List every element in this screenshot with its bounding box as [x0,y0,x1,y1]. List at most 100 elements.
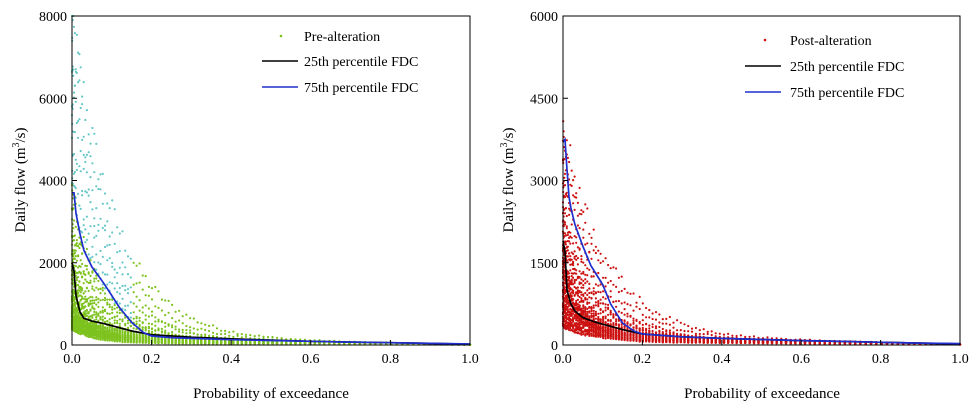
left-scatter-point [75,239,78,242]
left-scatter-point [99,249,102,252]
left-scatter-point [85,109,88,112]
left-scatter-point [144,294,147,297]
left-scatter-point [228,334,231,337]
left-scatter-point [82,81,85,84]
left-scatter-point [81,231,84,234]
left-scatter-point [81,103,84,106]
left-scatter-point [97,312,100,315]
left-scatter-point [93,280,96,283]
left-scatter-point [101,289,104,292]
left-scatter-point [124,289,127,292]
left-scatter-point [95,328,98,331]
left-scatter-point [103,299,107,302]
left-scatter-point [85,308,88,312]
left-scatter-point [111,308,114,311]
left-scatter-point [111,261,114,265]
left-scatter-point [232,330,235,333]
left-scatter-point [129,301,132,304]
left-scatter-point [97,279,100,283]
left-scatter-point [91,296,94,299]
left-scatter-point [77,120,80,123]
left-scatter-point [79,317,82,320]
left-scatter-point [87,188,90,191]
left-scatter-point [103,229,107,232]
left-scatter-point [164,321,167,325]
left-scatter-point [72,252,75,255]
left-scatter-point [89,259,92,262]
left-scatter-point [101,298,104,301]
left-scatter-point [99,263,102,266]
left-scatter-point [160,331,163,334]
left-scatter-point [82,135,85,138]
left-scatter-point [144,329,147,332]
left-scatter-point [116,321,119,325]
left-scatter-point [132,302,135,305]
left-scatter-point [132,261,135,264]
left-scatter-point [73,131,76,134]
left-scatter-point [215,335,219,338]
left-scatter-point [132,291,135,294]
left-scatter-point [164,299,167,302]
left-scatter-point [78,204,81,207]
left-scatter-point [93,313,96,316]
left-scatter-point [157,290,160,293]
left-scatter-point [232,335,235,338]
left-scatter-point [174,325,177,328]
left-scatter-point [135,295,138,298]
left-scatter-point [87,194,90,197]
left-scatter-point [124,324,127,327]
left-scatter-point [89,257,92,260]
left-scatter-point [103,245,107,249]
left-scatter-point [74,255,77,258]
left-scatter-point [138,262,141,265]
left-scatter-point [111,306,114,309]
left-scatter-point [108,318,111,321]
left-scatter-point [138,333,141,336]
left-scatter-point [106,327,109,330]
left-scatter-point [144,304,147,307]
left-scatter-point [93,217,96,220]
left-scatter-point [84,241,87,244]
left-scatter-point [72,227,75,230]
left-scatter-point [215,332,219,336]
left-scatter-point [236,333,239,336]
left-scatter-point [150,323,154,326]
left-scatter-point [75,33,78,36]
left-scatter-point [79,149,82,153]
left-scatter-point [82,292,85,295]
left-scatter-point [224,329,227,332]
left-scatter-point [97,229,100,232]
left-scatter-point [126,322,130,325]
left-scatter-point [87,253,90,256]
left-scatter-point [228,331,231,334]
left-scatter-point [113,332,116,335]
left-scatter-point [97,327,100,330]
left-scatter-point [121,329,124,332]
left-scatter-point [103,330,107,333]
left-scatter-point [196,321,199,324]
left-scatter-point [89,225,92,228]
left-scatter-point [167,311,170,314]
left-scatter-point [147,285,150,288]
left-scatter-point [93,171,96,174]
left-scatter-point [97,314,100,317]
left-scatter-point [181,328,184,331]
left-scatter-point [91,316,94,319]
left-scatter-point [121,320,124,323]
left-scatter-point [73,84,76,87]
left-scatter-point [111,282,114,285]
left-scatter-point [266,335,270,339]
left-scatter-point [121,273,124,276]
left-scatter-point [72,153,75,156]
left-scatter-point [116,226,119,229]
left-scatter-point [95,234,98,237]
left-scatter-point [147,307,150,310]
left-scatter-point [91,287,94,290]
left-scatter-point [85,298,88,302]
left-scatter-point [95,313,98,316]
left-scatter-point [77,276,80,279]
left-scatter-point [212,331,215,334]
left-scatter-point [196,328,199,331]
left-scatter-point [111,265,114,268]
left-scatter-point [185,313,188,316]
